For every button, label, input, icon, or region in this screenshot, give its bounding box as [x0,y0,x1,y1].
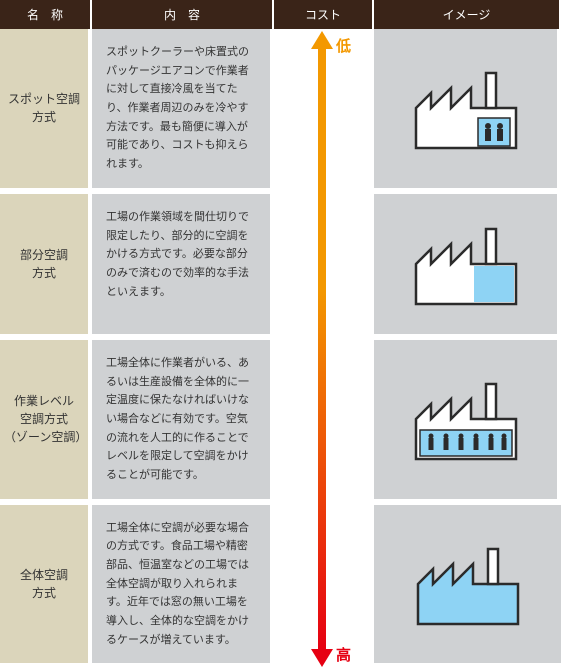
header-cost: コスト [274,0,374,29]
cost-low-label: 低 [336,35,351,56]
factory-partial-icon [406,219,526,309]
row2-desc: 工場の作業領域を間仕切りで限定したり、部分的に空調をかける方式です。必要な部分の… [92,194,274,340]
cost-column: 低 高 [274,29,374,669]
row3-desc: 工場全体に作業者がいる、あるいは生産設備を全体的に一定温度に保たなければいけない… [92,340,274,505]
cost-arrow [312,29,332,669]
row1-desc: スポットクーラーや床置式のパッケージエアコンで作業者に対して直接冷風を当てたり、… [92,29,274,194]
row2-image [374,194,561,340]
row3-image [374,340,561,505]
header-content: 内 容 [92,0,274,29]
arrow-down-icon [311,649,333,667]
header-name: 名 称 [0,0,92,29]
row3-name: 作業レベル空調方式（ゾーン空調） [0,340,92,505]
arrow-up-icon [311,31,333,49]
factory-spot-icon [406,63,526,153]
cost-high-label: 高 [336,644,351,665]
row1-image [374,29,561,194]
factory-zone-icon [406,374,526,464]
row4-desc: 工場全体に空調が必要な場合の方式です。食品工場や精密部品、恒温室などの工場では全… [92,505,274,669]
row4-image [374,505,561,669]
row4-name: 全体空調方式 [0,505,92,669]
comparison-table: 名 称 内 容 コスト イメージ スポット空調方式 スポットクーラーや床置式のパ… [0,0,561,669]
row2-name: 部分空調方式 [0,194,92,340]
factory-full-icon [408,539,528,629]
row1-name: スポット空調方式 [0,29,92,194]
header-image: イメージ [374,0,561,29]
